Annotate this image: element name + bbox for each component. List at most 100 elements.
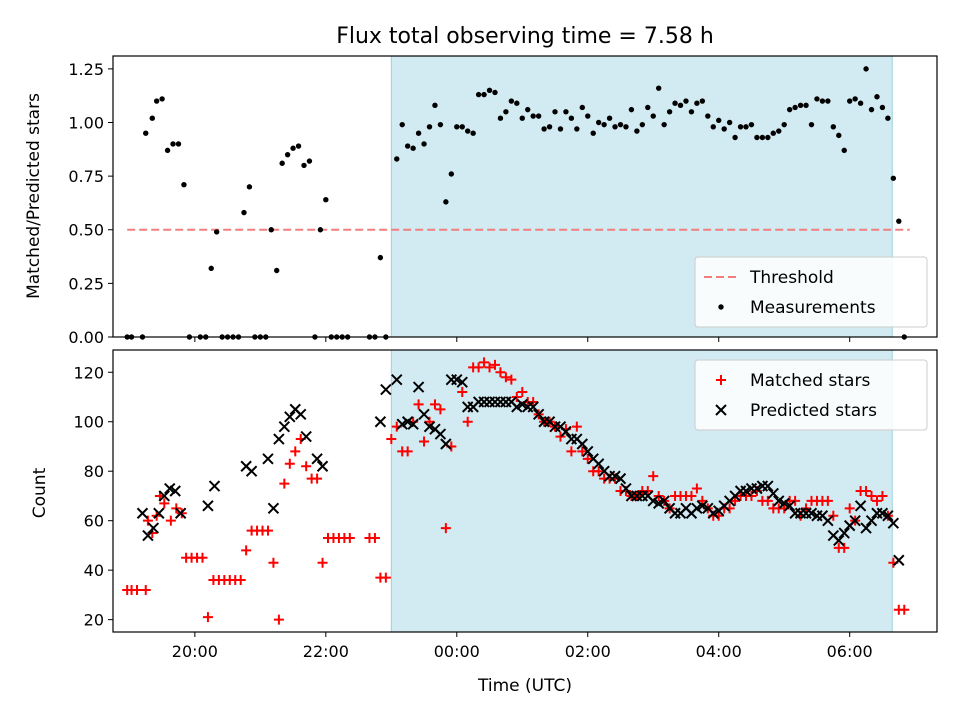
matched-star-point <box>386 434 397 445</box>
measurement-point <box>213 229 220 235</box>
predicted-star-point <box>262 453 274 465</box>
measurement-point <box>454 124 460 130</box>
measurement-point <box>295 143 302 149</box>
matched-star-point <box>317 557 328 568</box>
predicted-star-point <box>614 472 627 485</box>
matched-star-point <box>571 421 582 432</box>
measurement-point <box>661 121 667 128</box>
measurement-point <box>317 227 324 233</box>
matched-star-point <box>197 552 208 563</box>
predicted-star-point <box>865 514 878 527</box>
measurement-point <box>606 115 613 121</box>
matched-star-point <box>528 396 539 407</box>
axes-frame <box>112 55 938 338</box>
matched-star-point <box>517 387 528 398</box>
bottom-xlabel: Time (UTC) <box>477 676 572 696</box>
measurement-point <box>841 147 847 154</box>
y-tick-label: 100 <box>73 413 104 432</box>
matched-star-point <box>462 416 473 427</box>
matched-star-point <box>273 614 284 625</box>
measurement-point <box>563 109 569 115</box>
measurement-point <box>655 85 662 91</box>
predicted-star-point <box>762 480 774 492</box>
predicted-star-point <box>295 408 307 421</box>
measurement-point <box>557 126 564 132</box>
predicted-star-point <box>412 381 425 393</box>
predicted-star-point <box>576 438 589 450</box>
measurement-point <box>323 197 329 203</box>
predicted-star-point <box>142 529 154 542</box>
predicted-star-point <box>169 485 181 497</box>
measurement-point <box>585 113 591 119</box>
matched-star-point <box>284 458 295 469</box>
measurement-point <box>546 124 553 130</box>
measurement-point <box>241 209 247 216</box>
measurement-point <box>759 134 766 141</box>
measurement-point <box>628 106 635 113</box>
measurement-point <box>857 100 864 106</box>
matched-star-point <box>582 453 593 464</box>
measurement-point <box>492 89 498 96</box>
measurement-point <box>650 113 656 119</box>
measurement-point <box>786 106 793 113</box>
matched-star-point <box>142 515 153 526</box>
predicted-star-point <box>273 433 285 445</box>
measurement-point <box>710 124 716 130</box>
matched-star-point <box>132 584 143 595</box>
measurement-point <box>743 124 749 130</box>
measurement-point <box>404 143 411 149</box>
predicted-star-point <box>418 408 430 421</box>
measurement-point <box>399 121 405 128</box>
measurement-point <box>443 199 449 205</box>
matched-star-point <box>241 545 252 556</box>
measurement-point <box>645 104 651 111</box>
measurement-point <box>666 109 673 115</box>
measurement-point <box>448 171 455 177</box>
matched-star-point <box>479 357 490 368</box>
matched-star-point <box>159 498 170 509</box>
matched-star-point <box>369 533 380 543</box>
predicted-star-point <box>407 418 419 430</box>
measurement-point <box>726 119 733 126</box>
predicted-star-point <box>893 554 905 566</box>
measurement-point <box>754 134 760 141</box>
measurement-point <box>814 96 820 102</box>
predicted-star-point <box>456 376 468 388</box>
measurement-point <box>803 102 809 109</box>
measurement-point <box>164 147 171 154</box>
measurement-point <box>497 115 504 121</box>
measurement-point <box>268 227 274 233</box>
measurement-point <box>879 104 886 111</box>
measurement-point <box>776 128 782 134</box>
measurement-point <box>377 254 384 261</box>
measurement-point <box>732 134 738 141</box>
predicted-star-point <box>849 514 861 527</box>
measurement-point <box>825 98 831 104</box>
measurement-point <box>170 141 176 147</box>
measurement-point <box>159 96 165 102</box>
predicted-star-point <box>374 416 387 428</box>
legend-key-predicted <box>715 404 727 416</box>
measurement-point <box>683 98 689 104</box>
x-tick-label: 06:00 <box>827 642 873 661</box>
chart-panel-2: 20 40 60 80 100 120 20:00 22:00 00:00 02:00 04:00 0… <box>73 349 938 661</box>
measurement-point <box>519 115 525 121</box>
predicted-star-point <box>202 500 214 512</box>
legend-label: Measurements <box>750 298 876 318</box>
predicted-star-point <box>136 507 149 519</box>
matched-star-point <box>268 557 279 568</box>
legend-key-measurements <box>718 304 724 310</box>
matched-star-point <box>301 461 312 472</box>
measurement-point <box>508 98 515 104</box>
measurement-point <box>737 124 744 130</box>
matched-star-point <box>402 446 413 457</box>
predicted-star-point <box>560 425 572 438</box>
y-tick-label: 60 <box>84 512 104 531</box>
predicted-star-point <box>532 408 545 421</box>
matched-star-point <box>262 525 273 536</box>
y-tick-label: 1.25 <box>68 60 104 79</box>
y-tick-label: 40 <box>84 561 104 580</box>
predicted-star-point <box>158 490 171 502</box>
predicted-star-point <box>620 482 632 495</box>
measurement-point <box>432 102 438 109</box>
